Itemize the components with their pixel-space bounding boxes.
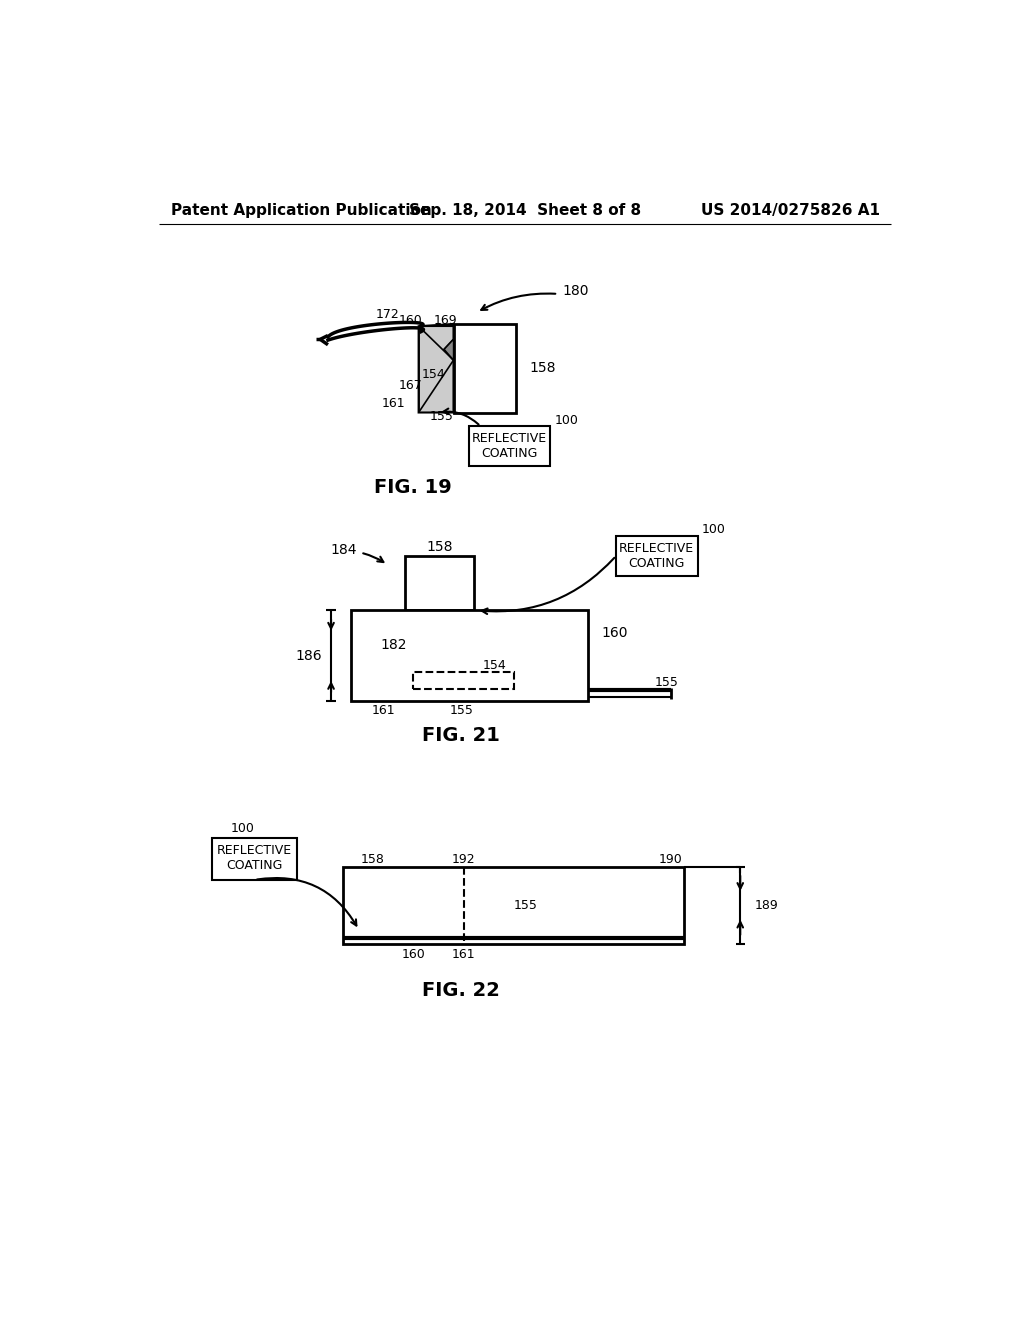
Text: 161: 161 (382, 397, 406, 409)
Text: 169: 169 (434, 314, 458, 326)
Text: 158: 158 (529, 360, 556, 375)
Text: 154: 154 (482, 659, 506, 672)
Text: 189: 189 (755, 899, 778, 912)
Polygon shape (444, 339, 454, 360)
Text: 154: 154 (422, 367, 445, 380)
Text: 100: 100 (231, 822, 255, 834)
Text: US 2014/0275826 A1: US 2014/0275826 A1 (700, 203, 880, 218)
Text: 100: 100 (701, 523, 725, 536)
Text: 100: 100 (554, 413, 579, 426)
Text: FIG. 21: FIG. 21 (422, 726, 500, 746)
Text: 184: 184 (330, 543, 356, 557)
Text: 158: 158 (361, 853, 385, 866)
Bar (454, 323, 515, 412)
Bar (351, 610, 588, 701)
Text: 155: 155 (655, 676, 679, 689)
Text: Sep. 18, 2014  Sheet 8 of 8: Sep. 18, 2014 Sheet 8 of 8 (409, 203, 641, 218)
Bar (406, 557, 474, 610)
Text: 161: 161 (372, 704, 395, 717)
Text: REFLECTIVE
COATING: REFLECTIVE COATING (618, 541, 694, 570)
Bar (212, 838, 297, 880)
Text: 158: 158 (426, 540, 453, 554)
Text: REFLECTIVE
COATING: REFLECTIVE COATING (472, 433, 547, 461)
Bar (616, 536, 697, 576)
Text: 180: 180 (562, 284, 589, 298)
Text: 190: 190 (658, 853, 682, 866)
Text: 160: 160 (601, 627, 628, 640)
Text: 160: 160 (398, 314, 422, 326)
Text: 192: 192 (452, 853, 475, 866)
Bar (469, 426, 550, 466)
Text: 182: 182 (381, 638, 408, 652)
Text: 172: 172 (376, 308, 399, 321)
Text: REFLECTIVE
COATING: REFLECTIVE COATING (217, 845, 292, 873)
Bar (414, 672, 514, 689)
Text: FIG. 22: FIG. 22 (422, 981, 500, 999)
Text: 167: 167 (398, 379, 423, 392)
Text: 155: 155 (514, 899, 538, 912)
Text: 186: 186 (295, 649, 322, 663)
Text: 155: 155 (450, 704, 473, 717)
Text: 160: 160 (401, 948, 425, 961)
Text: Patent Application Publication: Patent Application Publication (171, 203, 431, 218)
Text: 155: 155 (430, 409, 454, 422)
Text: FIG. 19: FIG. 19 (375, 478, 452, 498)
Bar (343, 867, 684, 944)
Text: 161: 161 (452, 948, 475, 961)
Polygon shape (419, 323, 454, 412)
